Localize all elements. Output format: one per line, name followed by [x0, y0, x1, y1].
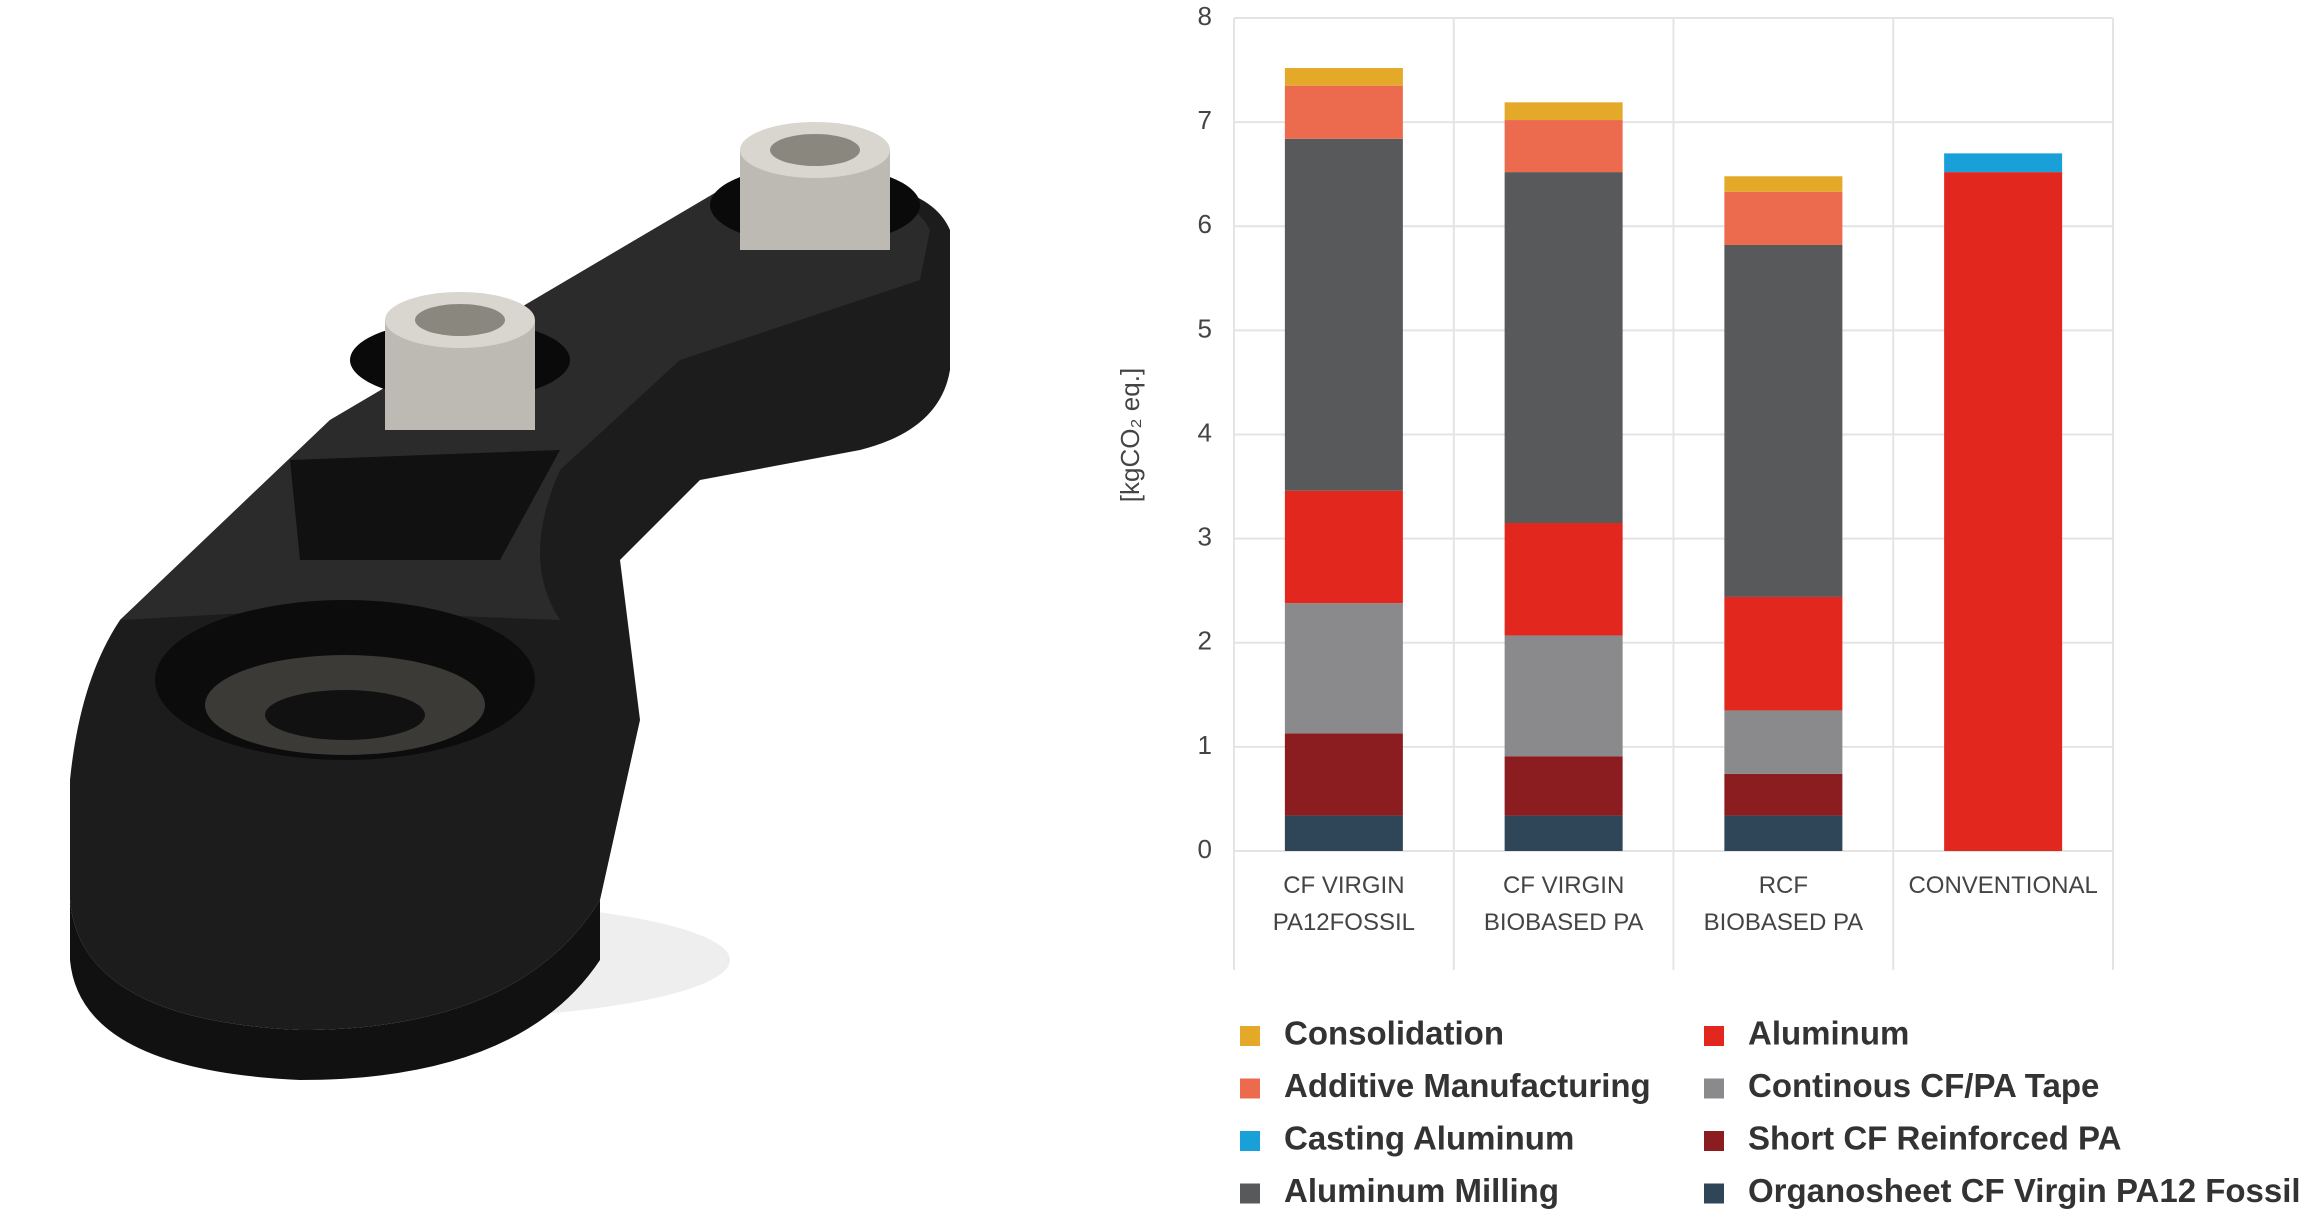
bar-segment [1504, 756, 1623, 816]
legend-swatch [1704, 1026, 1724, 1046]
bar-segment [1504, 102, 1623, 121]
legend-label: Organosheet CF Virgin PA12 Fossil [1748, 1172, 2301, 1209]
bar-segment [1944, 172, 2063, 852]
y-axis-label: [kgCO₂ eq.] [1115, 368, 1145, 502]
legend-swatch [1240, 1131, 1260, 1151]
legend-label: Consolidation [1284, 1015, 1504, 1052]
y-tick-label: 7 [1198, 105, 1212, 135]
legend-swatch [1240, 1183, 1260, 1204]
product-photo [70, 122, 950, 1080]
y-tick-label: 4 [1198, 417, 1212, 447]
bar-segment [1724, 773, 1843, 816]
bar-segment [1284, 603, 1403, 734]
bar-segment [1504, 523, 1623, 636]
legend-label: Aluminum Milling [1284, 1172, 1559, 1209]
legend-swatch [1704, 1183, 1724, 1204]
legend-swatch [1704, 1078, 1724, 1099]
x-tick-label: CONVENTIONAL [1908, 872, 2097, 899]
legend-swatch [1240, 1026, 1260, 1046]
y-tick-label: 3 [1198, 522, 1212, 552]
y-tick-label: 6 [1198, 209, 1212, 239]
bar-segment [1724, 815, 1843, 851]
y-tick-label: 5 [1198, 313, 1212, 343]
x-tick-label: CF VIRGIN BIOBASED PA [1484, 872, 1644, 936]
bar-segment [1284, 138, 1403, 491]
y-tick-label: 8 [1198, 1, 1212, 31]
legend-swatch [1240, 1078, 1260, 1099]
legend-swatch [1704, 1131, 1724, 1151]
bar-segment [1284, 490, 1403, 604]
bar-segment [1284, 815, 1403, 851]
legend-label: Aluminum [1748, 1015, 1909, 1052]
y-tick-label: 1 [1198, 730, 1212, 760]
bar-segment [1504, 635, 1623, 757]
bar-segment [1284, 85, 1403, 139]
bar-segment [1724, 244, 1843, 597]
legend-label: Additive Manufacturing [1284, 1067, 1651, 1104]
legend-label: Continous CF/PA Tape [1748, 1067, 2099, 1104]
bar-segment [1724, 596, 1843, 711]
y-tick-label: 0 [1198, 834, 1212, 864]
legend-label: Casting Aluminum [1284, 1120, 1574, 1157]
bar-segment [1944, 153, 2063, 173]
bar-segment [1284, 67, 1403, 86]
x-tick-label: RCF BIOBASED PA [1704, 872, 1864, 936]
bar-segment [1724, 191, 1843, 245]
bar-segment [1284, 733, 1403, 816]
bar-segment [1724, 176, 1843, 192]
y-tick-label: 2 [1198, 626, 1212, 656]
bar-segment [1724, 710, 1843, 774]
bar-segment [1504, 120, 1623, 173]
legend-label: Short CF Reinforced PA [1748, 1120, 2121, 1157]
bar-segment [1504, 172, 1623, 524]
bar-segment [1504, 815, 1623, 851]
x-tick-label: CF VIRGIN PA12FOSSIL [1273, 872, 1415, 936]
